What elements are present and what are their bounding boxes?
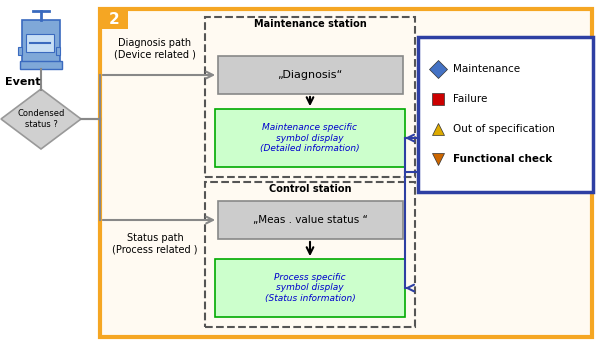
Bar: [100, 9, 128, 29]
Bar: [215, 109, 405, 167]
Text: Condensed
status ?: Condensed status ?: [17, 109, 64, 129]
Bar: [26, 34, 54, 52]
Text: „Meas . value status “: „Meas . value status “: [252, 215, 367, 225]
Bar: [205, 17, 415, 177]
Bar: [56, 47, 60, 55]
Text: Status path
(Process related ): Status path (Process related ): [112, 233, 198, 255]
Text: „Diagnosis“: „Diagnosis“: [277, 70, 343, 80]
Polygon shape: [1, 89, 81, 149]
Bar: [218, 56, 403, 94]
Text: Control station: Control station: [269, 184, 351, 194]
Text: Functional check: Functional check: [453, 154, 552, 164]
Text: Maintenance: Maintenance: [453, 64, 520, 74]
Bar: [18, 47, 22, 55]
Bar: [418, 37, 593, 192]
Text: Diagnosis path
(Device related ): Diagnosis path (Device related ): [114, 38, 196, 60]
Text: Process specific
symbol display
(Status information): Process specific symbol display (Status …: [264, 273, 355, 303]
Text: Maintenance specific
symbol display
(Detailed information): Maintenance specific symbol display (Det…: [260, 123, 360, 153]
Bar: [20, 61, 62, 69]
Text: Event: Event: [5, 77, 41, 87]
Text: 2: 2: [109, 11, 119, 26]
Text: Failure: Failure: [453, 94, 488, 104]
Bar: [22, 20, 60, 62]
Bar: [215, 259, 405, 317]
Bar: [218, 201, 403, 239]
Bar: [205, 182, 415, 327]
Text: Maintenance station: Maintenance station: [254, 19, 367, 29]
Bar: [100, 9, 592, 337]
Text: Out of specification: Out of specification: [453, 124, 555, 134]
